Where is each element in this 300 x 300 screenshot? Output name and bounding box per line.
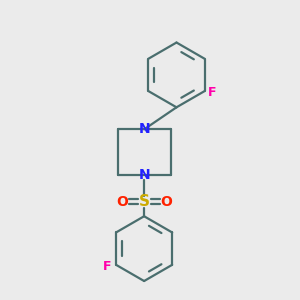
Text: O: O [160, 194, 172, 208]
Text: N: N [138, 122, 150, 136]
Text: S: S [139, 194, 150, 209]
Text: O: O [116, 194, 128, 208]
Text: F: F [103, 260, 112, 272]
Text: N: N [138, 168, 150, 182]
Text: F: F [208, 86, 217, 99]
